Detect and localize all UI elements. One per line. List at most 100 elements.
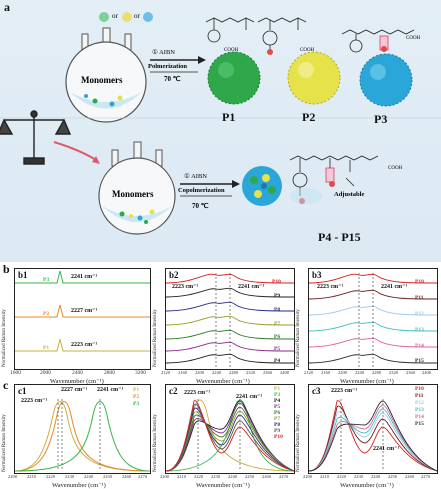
or-text: or	[134, 12, 140, 20]
panel-label-c: c	[3, 378, 9, 392]
b2-legend-p7: P7	[274, 321, 281, 327]
c3-legend-p15: P15	[415, 421, 424, 427]
c3-series-p12	[308, 411, 438, 472]
c2-xtick: 2250	[245, 474, 254, 479]
b2-ylabel: Normalized Raman Intensity	[153, 309, 158, 367]
c1-ylabel: Normalized Raman Intensity	[2, 414, 7, 472]
c2-xtick: 2270	[279, 474, 288, 479]
c3-xtick: 2220	[337, 474, 346, 479]
cooh-label: COOH	[224, 48, 239, 53]
c3-plot	[308, 399, 438, 472]
b2-xtick: 2360	[263, 370, 272, 375]
b2-xtick: 2400	[280, 370, 289, 375]
chart-b3: b3 2223 cm⁻¹ 2241 cm⁻¹ P10 P11 P12 P13 P…	[308, 268, 438, 370]
c2-series-p9	[165, 403, 295, 472]
b1-xtick: 2400	[72, 370, 83, 376]
b2-series-p8	[165, 301, 295, 312]
c3-xtick: 2260	[405, 474, 414, 479]
c2-xtick: 2210	[177, 474, 186, 479]
b2-xtick: 2320	[246, 370, 255, 375]
c3-ylabel: Normalized Raman Intensity	[296, 414, 301, 472]
c3-xtick: 2250	[388, 474, 397, 479]
c3-series-p10	[308, 400, 438, 472]
b1-series-p1	[15, 338, 150, 352]
b1-label-p1: P1	[43, 345, 50, 351]
scheme-drawing	[0, 12, 441, 235]
b2-series-p7	[165, 315, 295, 326]
b3-series-p13	[308, 321, 438, 332]
b2-xlabel: Wavenumber (cm⁻¹)	[196, 378, 250, 385]
monomer-drop-icon	[143, 12, 153, 22]
b2-legend-p10: P10	[272, 279, 281, 285]
c2-xtick: 2200	[160, 474, 169, 479]
c2-plot	[165, 399, 295, 472]
c3-xlabel: Wavenumber (cm⁻¹)	[340, 482, 394, 489]
b3-xlabel: Wavenumber (cm⁻¹)	[340, 378, 394, 385]
c1-xtick: 2220	[46, 474, 55, 479]
b2-xtick: 2280	[229, 370, 238, 375]
c1-annotation-2241: 2241 cm⁻¹	[97, 387, 124, 393]
b3-series-p12	[308, 305, 438, 316]
c3-annotation-2241: 2241 cm⁻¹	[373, 446, 400, 452]
monomer-drop-icon	[99, 12, 109, 22]
cooh-label: COOH	[300, 48, 315, 53]
c1-xlabel: Wavenumber (cm⁻¹)	[52, 482, 106, 489]
c1-xtick: 2240	[84, 474, 93, 479]
b1-plot	[15, 270, 150, 352]
c2-title: c2	[169, 386, 178, 396]
chart-c3: c3 2223 cm⁻¹ 2241 cm⁻¹ P10 P11 P12 P13 P…	[308, 384, 438, 474]
c2-annotation-2223: 2223 cm⁻¹	[184, 390, 211, 396]
b3-annotation-2241: 2241 cm⁻¹	[381, 284, 408, 290]
flask-label: Monomers	[81, 75, 123, 85]
b3-legend-p14: P14	[415, 343, 424, 349]
c2-legend-p4: P4	[274, 398, 281, 404]
c2-legend-p6: P6	[274, 410, 281, 416]
c3-legend-p14: P14	[415, 414, 424, 420]
polymer-structure-p1	[205, 17, 255, 43]
synthesis-scheme: a or or Monomers ① AIBN Polmerization 70…	[0, 0, 441, 262]
b1-xlabel: Wavenumber (cm⁻¹)	[50, 378, 104, 385]
b3-legend-p11: P11	[415, 295, 424, 301]
b2-xtick: 2120	[161, 370, 170, 375]
c1-xtick: 2230	[65, 474, 74, 479]
c2-ylabel: Normalized Raman Intensity	[153, 414, 158, 472]
b3-xtick: 2200	[338, 370, 347, 375]
c2-xtick: 2230	[211, 474, 220, 479]
b2-xtick: 2160	[178, 370, 187, 375]
b1-annotation-2223: 2223 cm⁻¹	[71, 342, 98, 348]
or-text: or	[112, 12, 118, 20]
c3-legend-p12: P12	[415, 400, 424, 406]
c2-xtick: 2240	[228, 474, 237, 479]
c1-xtick: 2200	[8, 474, 17, 479]
b3-xtick: 2240	[355, 370, 364, 375]
b3-xtick: 2320	[389, 370, 398, 375]
step2-initiator: ① AIBN	[184, 173, 207, 180]
b1-label-p3: P3	[43, 277, 50, 283]
b2-legend-p5: P5	[274, 346, 281, 352]
c2-series-p7	[165, 410, 295, 472]
panel-label-a: a	[4, 0, 10, 14]
b3-title: b3	[312, 270, 322, 280]
chart-b1: b1 P3 P2 P1 2241 cm⁻¹ 2227 cm⁻¹ 2223 cm⁻…	[14, 268, 151, 370]
copolymer-sphere	[242, 166, 282, 206]
b1-xtick: 2000	[40, 370, 51, 376]
curved-arrow	[53, 141, 97, 161]
b1-annotation-2227: 2227 cm⁻¹	[71, 308, 98, 314]
step1-initiator: ① AIBN	[152, 49, 175, 56]
b3-legend-p13: P13	[415, 327, 424, 333]
c1-annotation-2223: 2223 cm⁻¹	[21, 398, 48, 404]
b2-legend-p4: P4	[274, 358, 281, 364]
c3-legend-p10: P10	[415, 386, 424, 392]
p2-sphere	[287, 51, 341, 105]
b2-series-p6	[165, 329, 295, 340]
b2-legend-p6: P6	[274, 334, 281, 340]
c3-xtick: 2210	[320, 474, 329, 479]
polymer-structure-p3	[341, 29, 415, 53]
flask-icon	[65, 27, 147, 123]
c3-legend-p11: P11	[415, 393, 424, 399]
c1-xtick: 2260	[122, 474, 131, 479]
c1-series-p1	[14, 401, 151, 472]
b3-ylabel: Normalized Raman Intensity	[296, 309, 301, 367]
c2-legend-p7: P7	[274, 416, 281, 422]
b3-annotation-2223: 2223 cm⁻¹	[317, 284, 344, 290]
